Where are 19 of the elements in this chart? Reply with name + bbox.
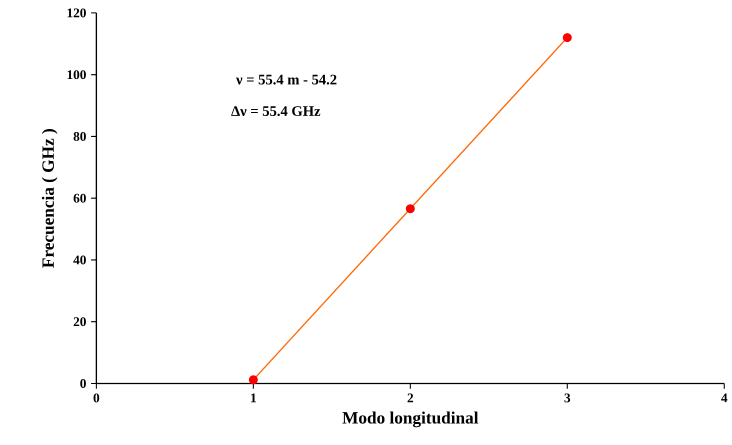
x-axis-title: Modo longitudinal	[342, 411, 478, 428]
point	[406, 204, 415, 214]
x-tick-label: 3	[564, 393, 570, 402]
x-tick-label: 4	[721, 393, 728, 402]
point	[248, 375, 258, 384]
y-tick-label: 60	[74, 194, 86, 203]
y-tick-label: 0	[80, 378, 86, 388]
y-axis-title: Frecuencia ( GHz )	[42, 129, 58, 268]
annotation: Δν = 55.4 GHz	[231, 106, 320, 116]
y-tick-label: 120	[68, 8, 86, 18]
x-tick-label: 0	[94, 393, 100, 402]
annotation: ν = 55.4 m - 54.2	[236, 74, 336, 85]
x-tick-label: 1	[251, 393, 256, 402]
y-tick-label: 100	[68, 70, 86, 80]
x-tick-label: 2	[408, 393, 414, 402]
y-tick-label: 80	[74, 132, 86, 141]
y-tick-label: 20	[74, 317, 86, 326]
y-tick-label: 40	[73, 255, 86, 264]
point	[562, 33, 572, 42]
